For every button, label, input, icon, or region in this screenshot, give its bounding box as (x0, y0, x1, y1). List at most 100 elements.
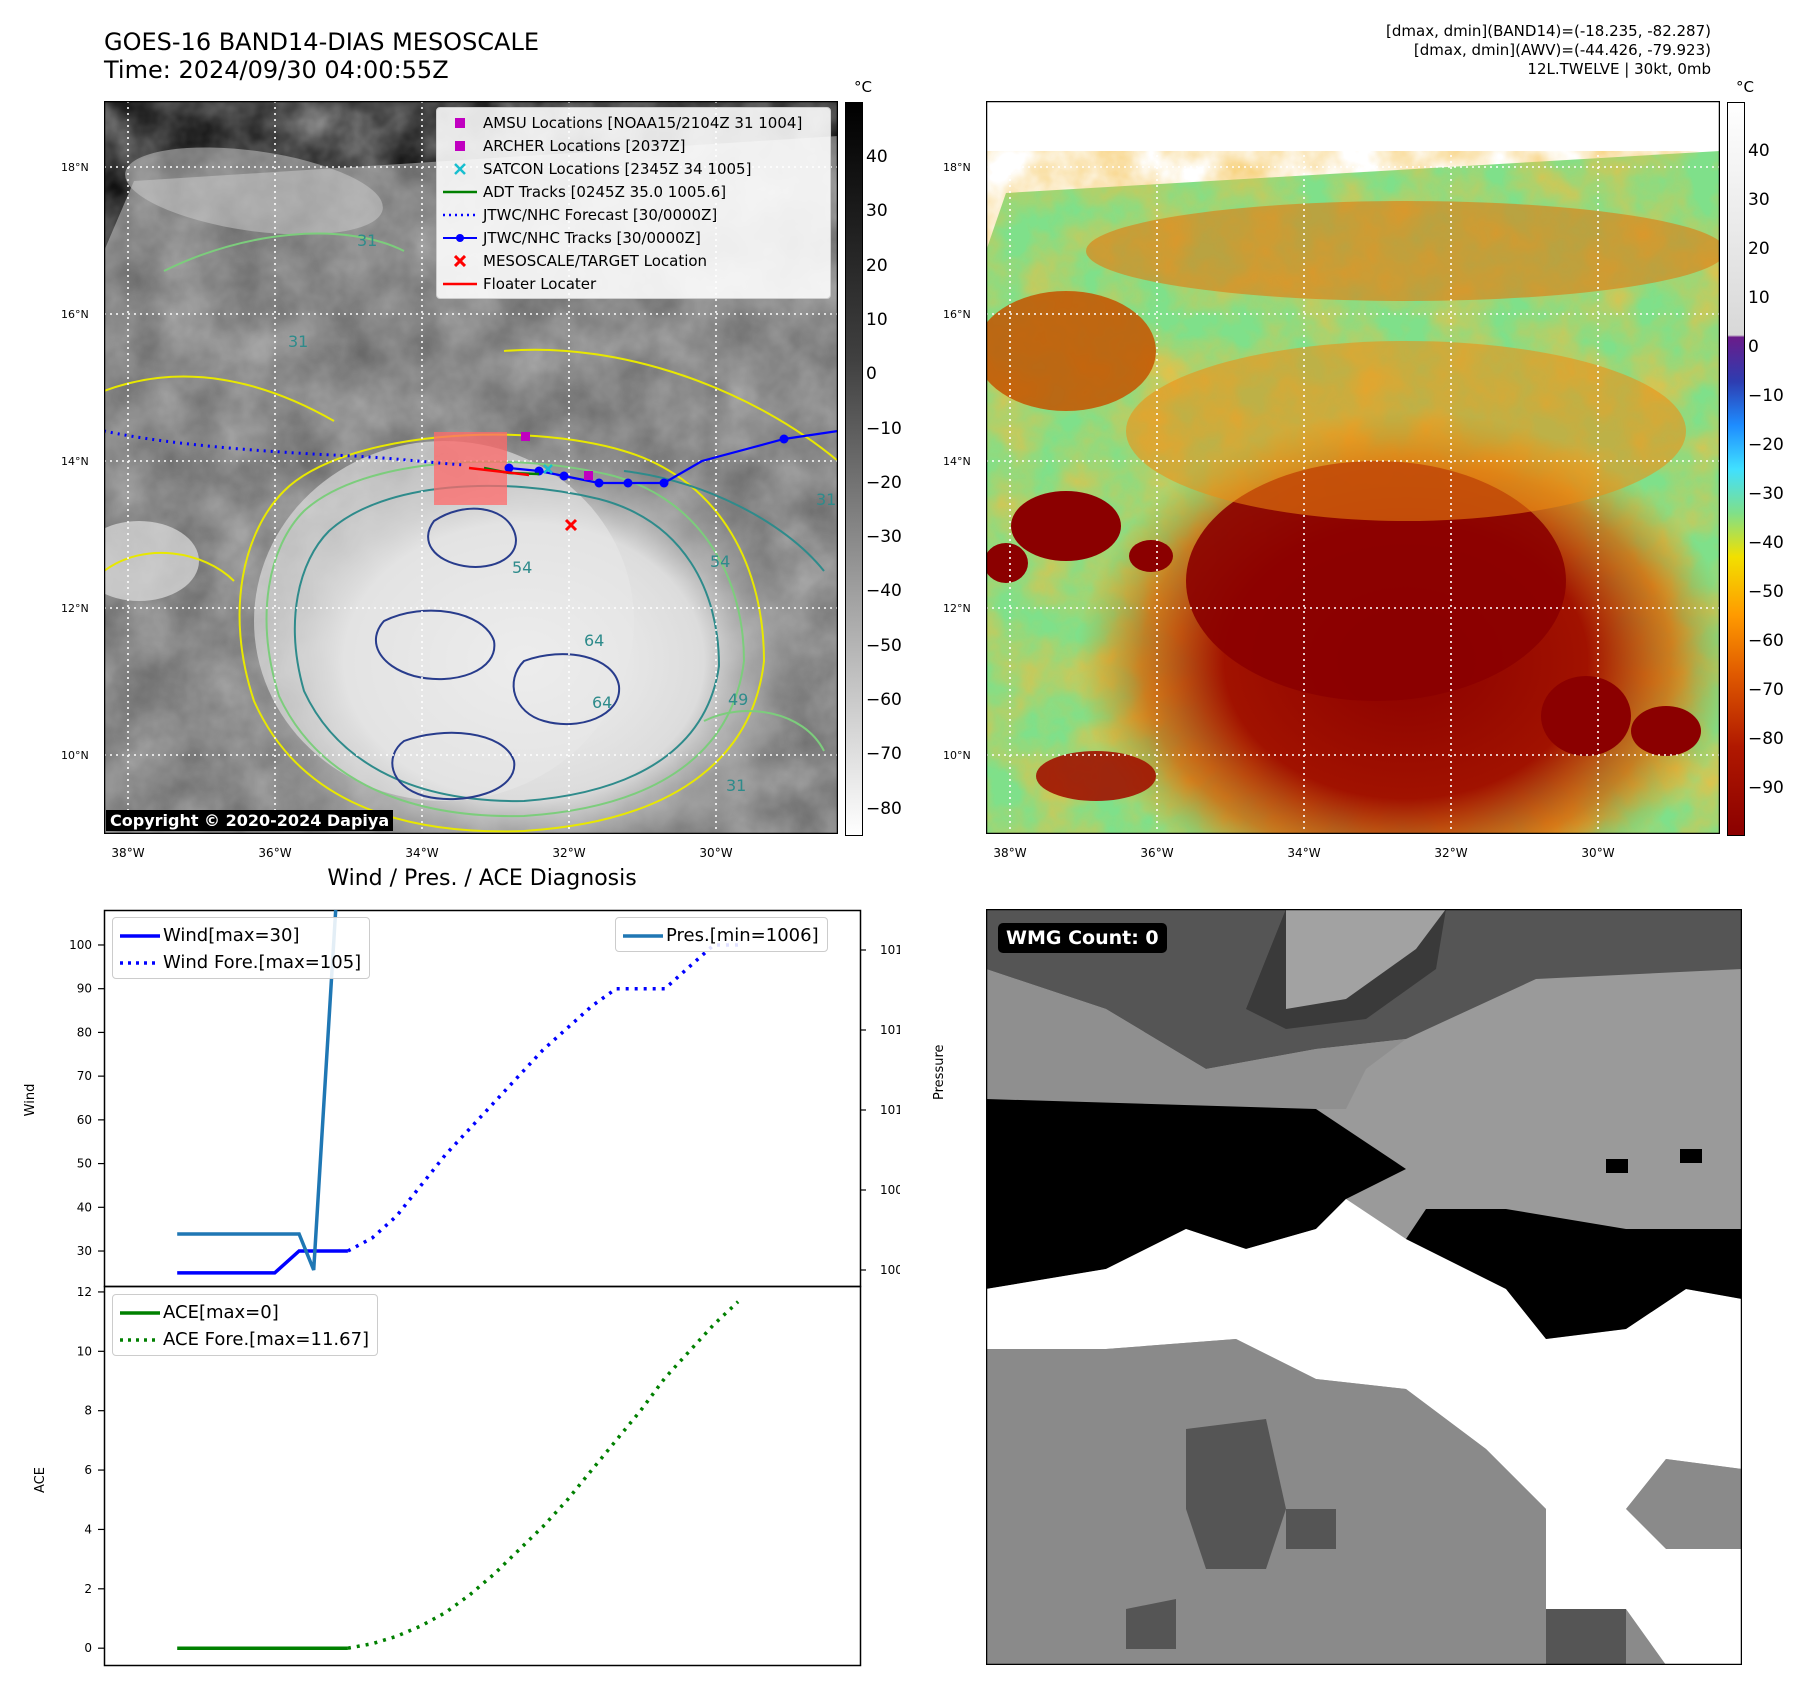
info-storm: 12L.TWELVE | 30kt, 0mb (1527, 60, 1711, 78)
contour-label: 31 (357, 231, 377, 250)
lat-label: 16°N (61, 308, 89, 321)
satcon-legend-icon (437, 161, 483, 177)
colorbar-tick-label: −50 (1748, 582, 1784, 602)
colorbar-tick-label: −20 (1748, 435, 1784, 455)
wind-axis-label: Wind (23, 1084, 38, 1117)
colorbar-tick-label: 0 (1748, 337, 1759, 357)
ace-fore-legend-icon (117, 1332, 163, 1348)
legend-item: JTWC/NHC Tracks [30/0000Z] (437, 226, 830, 249)
floater-legend-icon (437, 276, 483, 292)
lon-label: 34°W (1287, 846, 1321, 860)
colorbar-tick-label: −70 (1748, 680, 1784, 700)
target-marker (564, 518, 578, 532)
ace-tick-label: 4 (84, 1522, 92, 1536)
awv-lon-labels: 38°W 36°W 34°W 32°W 30°W (986, 846, 1720, 866)
lon-label: 38°W (993, 846, 1027, 860)
colorbar-tick-label: 10 (1748, 288, 1770, 308)
ir-colorbar-unit: °C (854, 78, 872, 96)
ir-colorbar (845, 102, 863, 836)
wind-legend: Wind[max=30] Wind Fore.[max=105] (112, 917, 371, 979)
lon-label: 38°W (111, 846, 145, 860)
contour-label: 31 (288, 332, 308, 351)
lon-label: 32°W (552, 846, 586, 860)
ace-tick-label: 12 (77, 1285, 92, 1299)
colorbar-tick-label: 20 (866, 255, 888, 276)
contour-label: 54 (512, 558, 532, 577)
lat-label: 10°N (943, 749, 971, 762)
figure-title: GOES-16 BAND14-DIAS MESOSCALE (104, 28, 540, 56)
wind-legend-icon (117, 928, 163, 944)
awv-gridlines (986, 101, 1720, 834)
wind-tick-label: 100 (69, 938, 92, 952)
awv-panel (976, 100, 1736, 911)
legend-item: MESOSCALE/TARGET Location (437, 249, 830, 272)
colorbar-tick-label: −40 (1748, 533, 1784, 553)
awv-colorbar (1727, 102, 1745, 836)
ace-legend-icon (117, 1305, 163, 1321)
amsu-marker (521, 432, 530, 441)
legend-item: ARCHER Locations [2037Z] (437, 134, 830, 157)
wind-tick-label: 70 (77, 1069, 92, 1083)
lat-label: 10°N (61, 749, 89, 762)
ace-tick-label: 10 (77, 1344, 92, 1358)
ace-tick-label: 6 (84, 1463, 92, 1477)
legend-item: ACE Fore.[max=11.67] (117, 1326, 369, 1353)
satcon-marker (543, 464, 553, 474)
wmg-image (985, 908, 1743, 1666)
archer-legend-icon (437, 138, 483, 154)
ace-tick-label: 2 (84, 1582, 92, 1596)
pres-tick-label: 1008 (880, 1183, 900, 1197)
pres-tick-label: 1012 (880, 1023, 900, 1037)
legend-item: Wind[max=30] (117, 922, 361, 949)
wind-tick-label: 90 (77, 982, 92, 996)
lat-label: 14°N (61, 455, 89, 468)
ir-panel: 31 31 54 49 64 64 31 31 54 (79, 100, 839, 891)
ace-forecast-series-line (347, 1300, 740, 1650)
colorbar-tick-label: −30 (866, 527, 902, 548)
awv-colorbar-unit: °C (1736, 78, 1754, 96)
lon-label: 32°W (1434, 846, 1468, 860)
contour-label: 31 (816, 490, 836, 509)
ir-colorbar-ticks: 40 30 20 10 0 −10 −20 −30 −40 −50 −60 −70 −80 (866, 0, 926, 1690)
colorbar-tick-label: −20 (866, 472, 902, 493)
colorbar-tick-label: −80 (1748, 729, 1784, 749)
ir-legend: AMSU Locations [NOAA15/2104Z 31 1004] AR… (436, 107, 831, 299)
legend-item: ACE[max=0] (117, 1299, 369, 1326)
pres-tick-label: 1010 (880, 1103, 900, 1117)
track-legend-icon (437, 230, 483, 246)
colorbar-tick-label: 0 (866, 364, 877, 385)
colorbar-tick-label: −80 (866, 798, 902, 819)
contour-label: 54 (710, 552, 730, 571)
legend-item: JTWC/NHC Forecast [30/0000Z] (437, 203, 830, 226)
pres-tick-label: 1014 (880, 943, 900, 957)
ace-legend: ACE[max=0] ACE Fore.[max=11.67] (112, 1294, 379, 1356)
colorbar-tick-label: −10 (866, 418, 902, 439)
pressure-axis-label: Pressure (932, 1044, 947, 1100)
lon-label: 34°W (405, 846, 439, 860)
contour-label: 49 (728, 690, 748, 709)
lon-label: 30°W (699, 846, 733, 860)
awv-lat-labels: 18°N 16°N 14°N 12°N 10°N (937, 0, 985, 1690)
ir-lat-labels: 18°N 16°N 14°N 12°N 10°N (55, 0, 103, 1690)
colorbar-tick-label: −40 (866, 581, 902, 602)
diag-chart: 1009080706050403010141012101010081006121… (23, 909, 900, 1667)
adt-legend-icon (437, 184, 483, 200)
legend-item: AMSU Locations [NOAA15/2104Z 31 1004] (437, 111, 830, 134)
figure-time: Time: 2024/09/30 04:00:55Z (104, 56, 449, 84)
info-awv-range: [dmax, dmin](AWV)=(-44.426, -79.923) (1413, 41, 1711, 59)
lat-label: 16°N (943, 308, 971, 321)
ace-tick-label: 8 (84, 1404, 92, 1418)
colorbar-tick-label: 30 (866, 201, 888, 222)
wmg-count-badge: WMG Count: 0 (998, 923, 1167, 953)
pres-legend-icon (620, 928, 666, 944)
colorbar-tick-label: −60 (866, 690, 902, 710)
wind-forecast-series-line (347, 943, 739, 1253)
wmg-panel: WMG Count: 0 (985, 908, 1743, 1666)
colorbar-tick-label: −10 (1748, 386, 1784, 406)
colorbar-tick-label: −90 (1748, 778, 1784, 798)
wind-tick-label: 60 (77, 1113, 92, 1127)
wind-tick-label: 40 (77, 1200, 92, 1214)
pressure-series-line (177, 909, 338, 1271)
colorbar-tick-label: −70 (866, 744, 902, 765)
colorbar-tick-label: −50 (866, 635, 902, 656)
